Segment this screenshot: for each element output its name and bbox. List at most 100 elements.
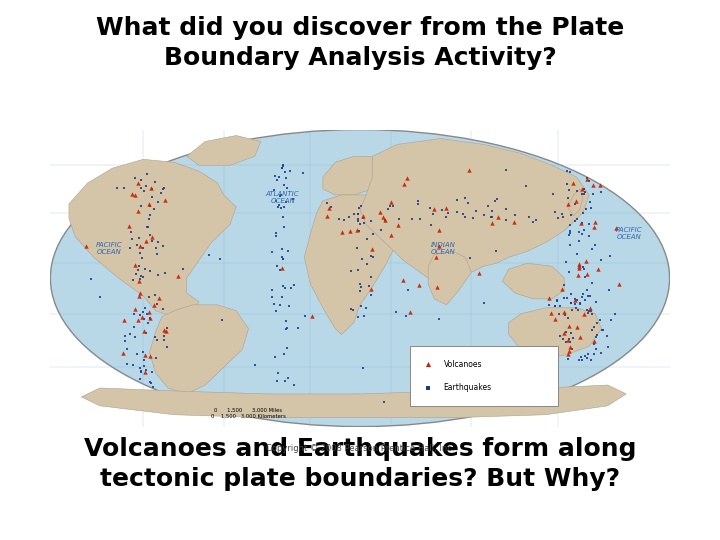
Polygon shape [360,139,589,281]
Point [583,177,595,185]
Point [150,244,161,252]
Point [603,343,614,352]
Point [571,197,582,205]
Point [563,335,575,344]
Point [572,296,583,305]
Point [584,198,595,206]
Point [274,172,285,181]
Polygon shape [186,136,261,165]
Point [276,264,288,273]
Point [358,212,369,220]
Point [94,293,106,301]
Point [354,227,365,235]
Point [579,352,590,361]
Point [132,207,143,216]
Point [356,254,367,263]
Point [573,228,585,237]
Point [462,198,474,207]
Point [285,284,297,293]
Point [158,184,169,193]
Point [492,213,503,221]
Point [279,181,290,190]
Point [588,322,600,331]
Polygon shape [567,189,583,215]
Point [551,295,562,304]
Point [560,338,572,346]
Ellipse shape [50,130,670,427]
Point [272,369,284,378]
Point [354,204,365,213]
Point [126,189,138,198]
Point [177,265,189,273]
Point [582,309,594,318]
Point [586,310,598,319]
Point [352,210,364,218]
Point [554,309,565,318]
Point [427,210,438,219]
Point [269,299,280,308]
Point [119,184,130,193]
Point [152,271,163,280]
Point [585,304,596,313]
Point [271,232,282,241]
Point [140,328,151,337]
Point [274,192,285,200]
Point [266,286,278,295]
Point [281,173,292,182]
Point [423,383,434,392]
Point [138,356,150,364]
Point [354,287,366,295]
Point [348,306,359,314]
Point [562,349,574,358]
Point [609,309,621,318]
Point [543,293,554,302]
Text: What did you discover from the Plate
Boundary Analysis Activity?: What did you discover from the Plate Bou… [96,16,624,70]
Point [604,252,616,261]
Point [398,180,410,188]
Text: PACIFIC
OCEAN: PACIFIC OCEAN [616,227,643,240]
Point [549,302,560,310]
Point [592,319,603,327]
Point [277,161,289,170]
Point [585,307,597,316]
Point [425,220,436,229]
Point [277,213,289,222]
Point [534,370,545,379]
Point [415,214,426,223]
Text: 0      1,500      3,000 Miles
0    1,500   3,000 Kilometers: 0 1,500 3,000 Miles 0 1,500 3,000 Kilome… [211,408,286,418]
Point [355,301,366,310]
Point [139,368,150,376]
Point [145,211,156,219]
Point [572,215,583,224]
Point [142,223,153,232]
Point [565,298,577,307]
Point [436,206,448,215]
Point [566,306,577,314]
Point [580,204,592,213]
Point [112,184,123,192]
Point [135,366,147,375]
Point [586,245,598,254]
Point [276,245,287,254]
Point [275,191,287,200]
Point [477,385,488,394]
Point [145,202,156,211]
Point [581,306,593,314]
Point [560,258,572,266]
Point [136,253,148,262]
Point [433,242,445,251]
Point [134,375,145,383]
Point [433,225,445,234]
Point [354,220,366,228]
Point [590,333,602,342]
Point [573,237,585,246]
Point [585,291,596,300]
Point [587,190,598,198]
Point [393,215,405,224]
Point [390,308,402,317]
Point [321,211,333,220]
Point [135,184,147,192]
Point [588,181,599,190]
Point [578,309,590,318]
Point [348,209,359,218]
